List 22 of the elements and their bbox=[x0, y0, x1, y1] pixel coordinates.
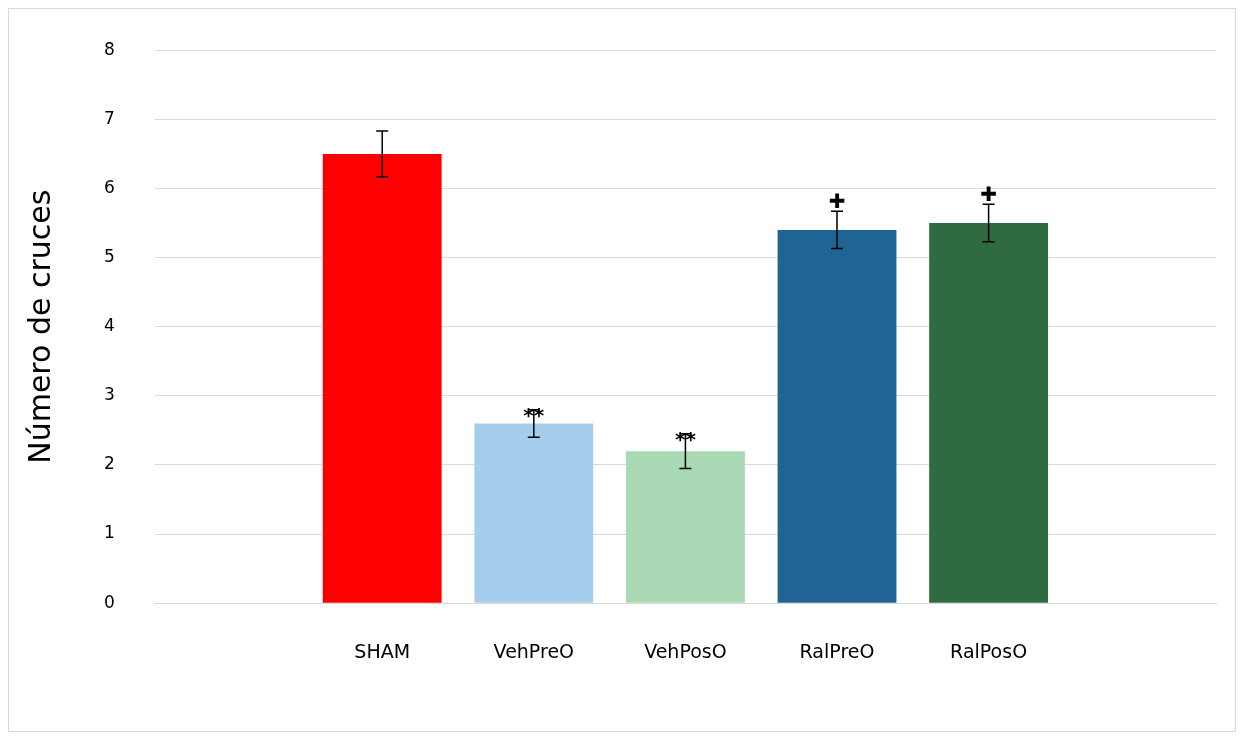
y-tick-label: 2 bbox=[103, 453, 115, 474]
x-tick-label: SHAM bbox=[354, 639, 411, 662]
y-tick-label: 5 bbox=[103, 246, 115, 266]
y-tick-label: 4 bbox=[103, 315, 115, 336]
y-axis-title: Número de cruces bbox=[21, 189, 57, 464]
annotation: ✚ bbox=[828, 189, 846, 214]
bar bbox=[777, 229, 897, 603]
bar bbox=[322, 153, 442, 603]
annotation: ✚ bbox=[980, 182, 997, 207]
x-tick-label: RalPosO bbox=[950, 639, 1028, 662]
y-tick-label: 3 bbox=[103, 384, 115, 405]
y-tick-label: 8 bbox=[103, 38, 115, 59]
x-tick-label: RalPreO bbox=[799, 639, 875, 662]
y-tick-label: 6 bbox=[103, 176, 115, 197]
bar bbox=[474, 423, 594, 603]
y-tick-label: 0 bbox=[103, 591, 115, 612]
bar bbox=[929, 223, 1049, 603]
bar bbox=[625, 451, 745, 603]
y-tick-label: 7 bbox=[103, 107, 115, 128]
x-tick-label: VehPreO bbox=[493, 639, 575, 662]
y-tick-label: 1 bbox=[103, 522, 115, 543]
x-tick-label: VehPosO bbox=[644, 639, 727, 662]
